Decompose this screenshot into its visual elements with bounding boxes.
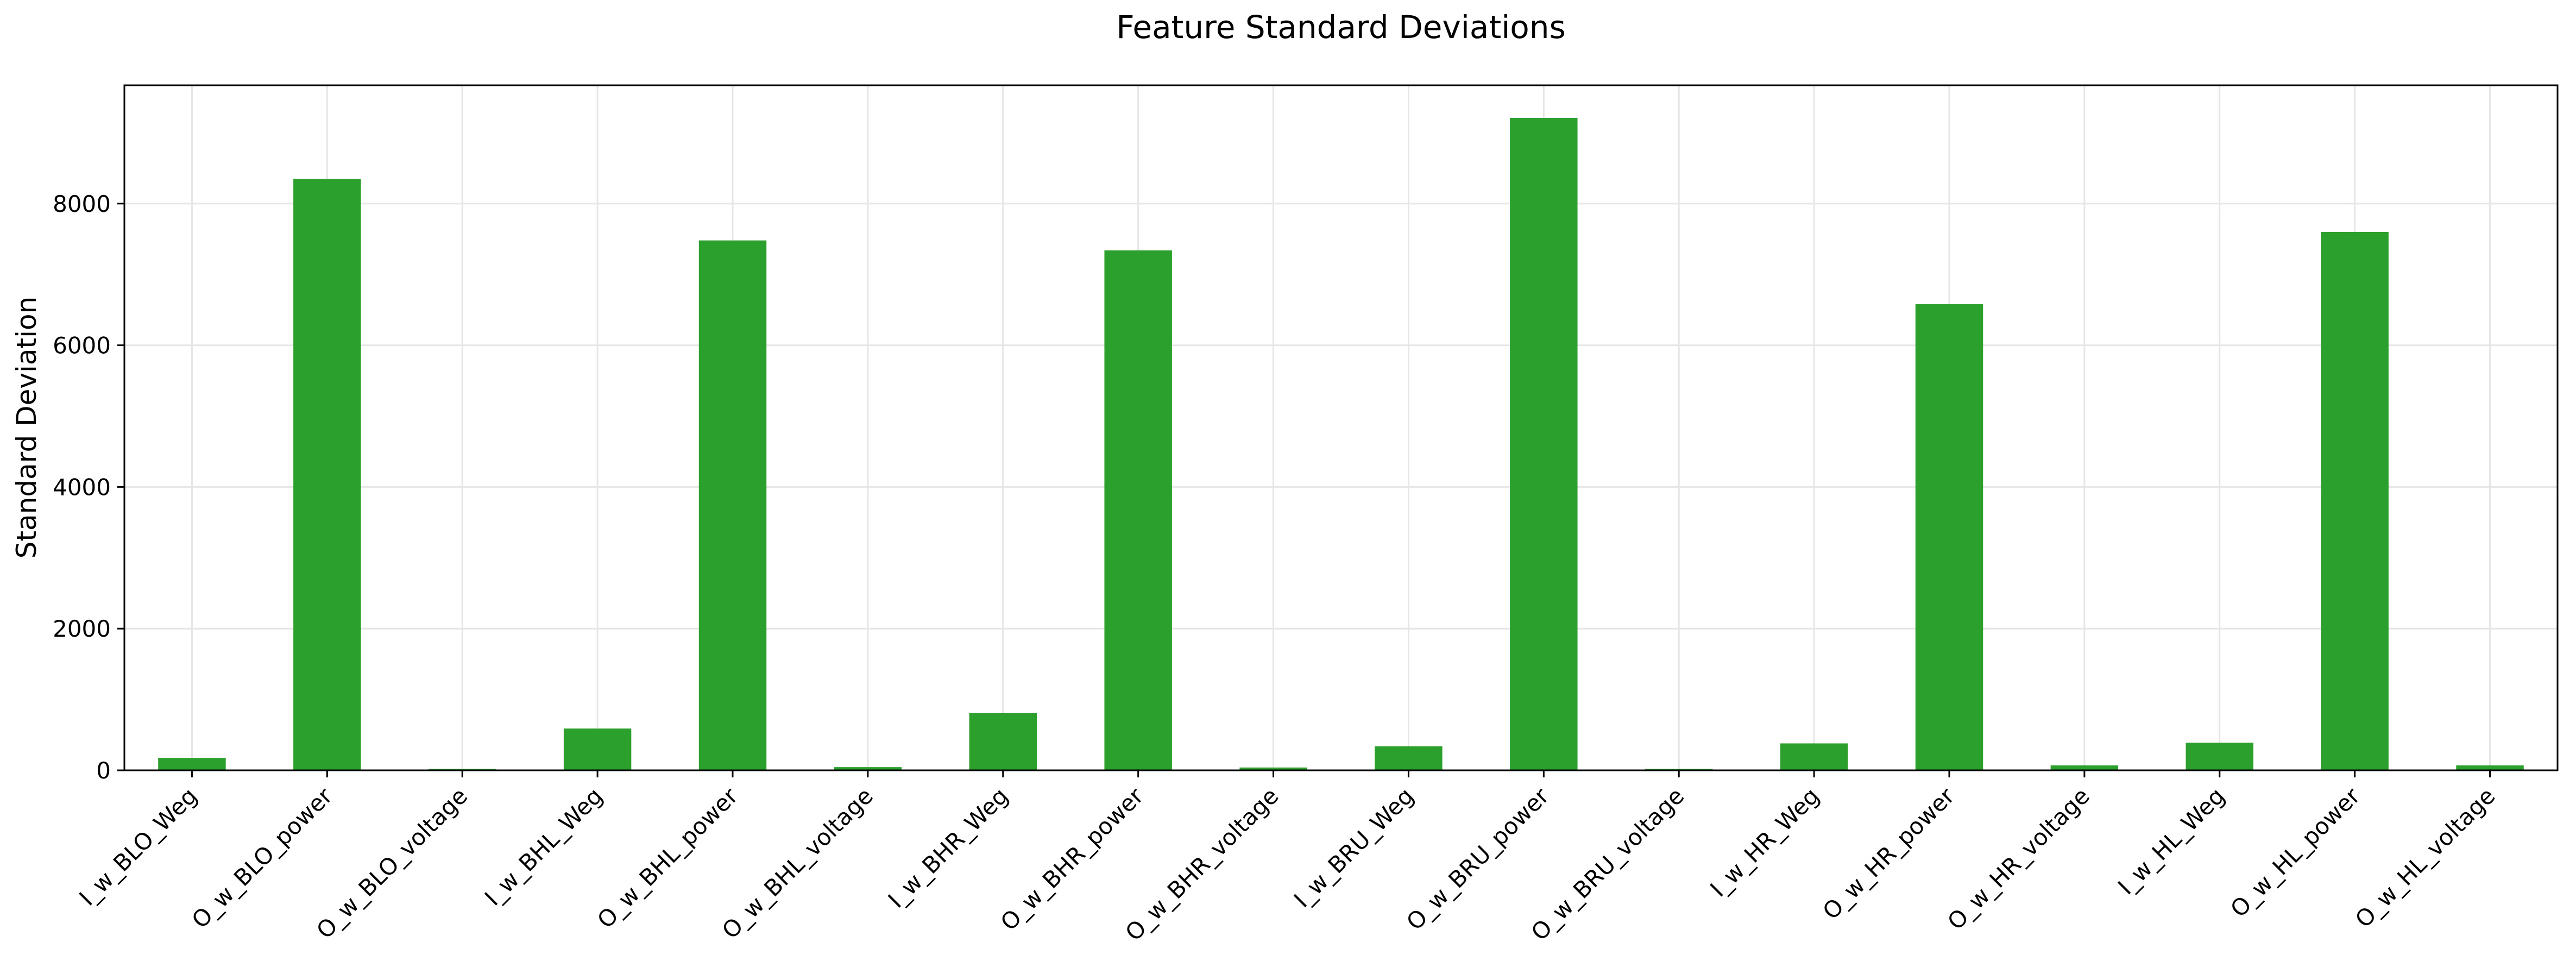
x-tick-label: O_w_HL_power bbox=[2225, 782, 2365, 922]
x-tick-label: O_w_BLO_voltage bbox=[311, 782, 473, 944]
bar-I_w_BHL_Weg bbox=[563, 728, 632, 770]
bar-I_w_BRU_Weg bbox=[1375, 746, 1443, 770]
bar-O_w_BHR_voltage bbox=[1239, 767, 1307, 770]
x-tick-label: I_w_HR_Weg bbox=[1705, 782, 1824, 902]
x-tick-label: O_w_BRU_power bbox=[1401, 782, 1554, 935]
y-tick-label: 2000 bbox=[53, 615, 111, 642]
bars-layer bbox=[158, 117, 2524, 771]
x-tick-label: O_w_BRU_voltage bbox=[1526, 782, 1690, 946]
y-tick-labels: 0 2000 4000 6000 8000 bbox=[53, 191, 111, 784]
x-tick-label: O_w_HR_power bbox=[1817, 782, 1960, 925]
bar-I_w_BLO_Weg bbox=[158, 758, 226, 770]
grid-layer bbox=[124, 85, 2558, 771]
y-tick-label: 8000 bbox=[53, 191, 111, 217]
bar-O_w_BHL_voltage bbox=[834, 767, 902, 770]
x-tick-label: I_w_BRU_Weg bbox=[1289, 782, 1419, 913]
bar-O_w_HL_power bbox=[2321, 231, 2389, 771]
bar-O_w_HR_voltage bbox=[2050, 765, 2119, 770]
bar-I_w_HR_Weg bbox=[1780, 743, 1848, 770]
x-tick-label: O_w_BHR_voltage bbox=[1120, 782, 1283, 946]
bar-O_w_BRU_power bbox=[1510, 117, 1578, 771]
chart-title: Feature Standard Deviations bbox=[1116, 9, 1566, 46]
x-tick-label: I_w_HL_Weg bbox=[2113, 782, 2230, 900]
bar-I_w_HL_Weg bbox=[2185, 743, 2253, 770]
x-tick-label: O_w_BHL_power bbox=[592, 782, 743, 933]
x-tick-label: O_w_BHR_power bbox=[996, 782, 1149, 936]
x-tick-label: I_w_BHL_Weg bbox=[480, 782, 608, 910]
bar-O_w_BLO_power bbox=[293, 179, 361, 771]
x-tick-label: O_w_HR_voltage bbox=[1942, 782, 2095, 935]
y-tick-label: 4000 bbox=[53, 474, 111, 500]
x-tick-label: I_w_BHR_Weg bbox=[883, 782, 1013, 913]
plot-frame bbox=[123, 84, 2559, 771]
y-tick-label: 0 bbox=[96, 757, 111, 784]
ticks-layer bbox=[117, 203, 2491, 777]
y-tick-label: 6000 bbox=[53, 332, 111, 359]
x-tick-label: O_w_HL_voltage bbox=[2350, 782, 2501, 933]
bar-I_w_BHR_Weg bbox=[969, 713, 1037, 770]
bar-O_w_HL_voltage bbox=[2456, 765, 2524, 770]
x-tick-label: I_w_BLO_Weg bbox=[74, 782, 202, 910]
x-tick-label: O_w_BHL_voltage bbox=[717, 782, 878, 944]
bar-O_w_HR_power bbox=[1915, 304, 1983, 770]
bar-O_w_BHL_power bbox=[698, 240, 767, 770]
y-axis-label: Standard Deviation bbox=[11, 297, 42, 559]
bar-O_w_BHR_power bbox=[1104, 250, 1172, 770]
x-tick-label: O_w_BLO_power bbox=[187, 782, 338, 933]
